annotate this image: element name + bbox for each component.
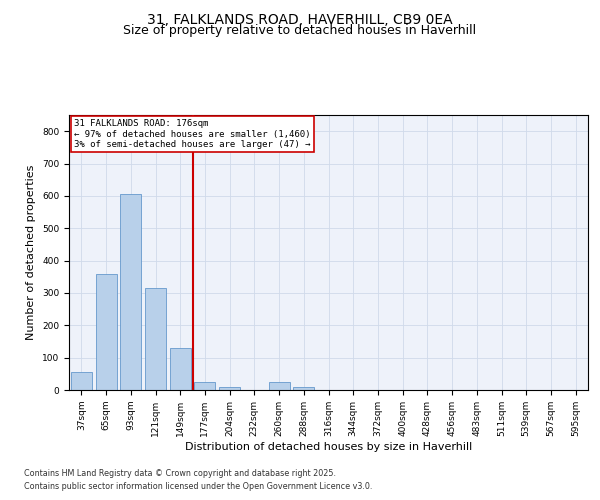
Bar	[145, 288, 166, 390]
Bar	[170, 348, 191, 390]
Bar	[194, 382, 215, 390]
Bar	[71, 372, 92, 390]
Text: 31 FALKLANDS ROAD: 176sqm
← 97% of detached houses are smaller (1,460)
3% of sem: 31 FALKLANDS ROAD: 176sqm ← 97% of detac…	[74, 119, 311, 149]
Text: Contains public sector information licensed under the Open Government Licence v3: Contains public sector information licen…	[24, 482, 373, 491]
Text: Contains HM Land Registry data © Crown copyright and database right 2025.: Contains HM Land Registry data © Crown c…	[24, 468, 336, 477]
X-axis label: Distribution of detached houses by size in Haverhill: Distribution of detached houses by size …	[185, 442, 472, 452]
Bar	[293, 387, 314, 390]
Y-axis label: Number of detached properties: Number of detached properties	[26, 165, 37, 340]
Text: Size of property relative to detached houses in Haverhill: Size of property relative to detached ho…	[124, 24, 476, 37]
Text: 31, FALKLANDS ROAD, HAVERHILL, CB9 0EA: 31, FALKLANDS ROAD, HAVERHILL, CB9 0EA	[147, 12, 453, 26]
Bar	[95, 274, 116, 390]
Bar	[120, 194, 141, 390]
Bar	[269, 382, 290, 390]
Bar	[219, 387, 240, 390]
